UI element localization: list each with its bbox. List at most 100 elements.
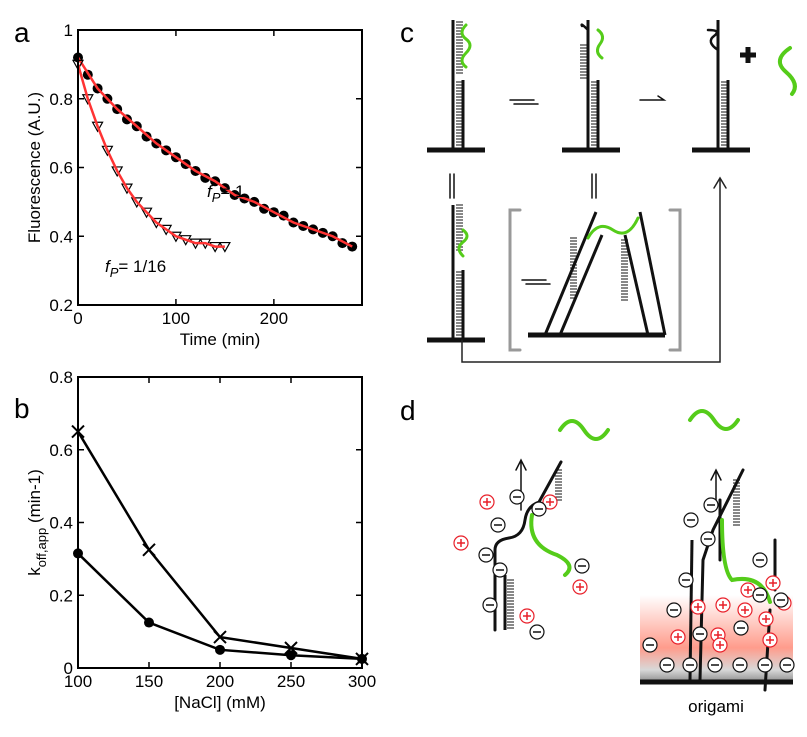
strand: [623, 234, 650, 336]
x-tick-label: 100: [64, 672, 92, 691]
origami-label: origami: [688, 697, 744, 716]
y-tick-label: 0.4: [49, 514, 73, 533]
charge-icon: [744, 586, 752, 594]
strand: [460, 23, 472, 69]
strand: [698, 559, 705, 681]
strand: [558, 419, 610, 441]
x-tick-label: 200: [206, 672, 234, 691]
strand: [713, 176, 727, 189]
strand: [591, 173, 597, 199]
x-axis-label: Time (min): [180, 330, 261, 349]
text-part: P: [212, 190, 221, 205]
charge-icon: [762, 615, 770, 623]
x-tick-label: 100: [162, 309, 190, 328]
marker: [140, 207, 153, 219]
marker: [111, 166, 124, 178]
charge-icon: [769, 579, 777, 587]
text-part: f: [207, 182, 214, 201]
panel-label: c: [400, 17, 414, 48]
charge-icon: [694, 603, 702, 611]
strand: [493, 460, 563, 632]
plot-area: [71, 424, 369, 666]
strand: [688, 539, 694, 681]
charge-icon: [716, 641, 724, 649]
strand: [580, 23, 590, 47]
x-tick-label: 250: [277, 672, 305, 691]
marker: [130, 197, 143, 209]
strand: [706, 28, 720, 82]
strand: [529, 513, 572, 577]
x-axis-label: [NaCl] (mM): [174, 693, 266, 712]
text-part: off,app: [34, 528, 49, 568]
strand: [457, 228, 469, 258]
marker: [120, 183, 133, 195]
strand: [688, 409, 740, 431]
text-part: k: [25, 567, 44, 576]
series-line: [76, 430, 363, 661]
series-line: [77, 552, 363, 661]
panel-label: b: [14, 393, 30, 424]
marker: [286, 650, 296, 661]
strand: [558, 234, 604, 336]
x-tick-label: 150: [135, 672, 163, 691]
strand: [710, 468, 722, 501]
charge-icon: [523, 612, 531, 620]
text-part: = 1: [220, 182, 244, 201]
charge-icon: [719, 601, 727, 609]
strand: [639, 95, 667, 101]
axes-box: [77, 376, 363, 669]
panel-label: a: [14, 17, 30, 48]
y-axis-label: Fluorescence (A.U.): [25, 92, 44, 243]
annotation: fP= 1: [207, 182, 245, 205]
marker: [101, 145, 114, 157]
plus-sign: [740, 47, 756, 63]
y-tick-label: 0.6: [49, 441, 73, 460]
strand: [638, 211, 667, 336]
charge-icon: [576, 583, 584, 591]
strand: [701, 468, 745, 562]
y-tick-label: 0.8: [49, 90, 73, 109]
strand: [521, 279, 551, 285]
marker: [142, 543, 156, 557]
schematic: [427, 20, 797, 692]
marker: [144, 617, 154, 628]
charge-icon: [714, 631, 722, 639]
strand: [586, 216, 640, 240]
annotation: fP= 1/16: [105, 257, 166, 280]
series-line: [76, 56, 353, 248]
y-tick-label: 0.6: [49, 159, 73, 178]
axes-box: [77, 29, 363, 306]
strand: [668, 208, 682, 352]
y-tick-label: 1: [64, 21, 73, 40]
strand: [461, 179, 721, 363]
strand: [595, 28, 605, 60]
text-part: f: [105, 257, 112, 276]
panel-label: d: [400, 395, 416, 426]
marker: [284, 641, 298, 655]
y-tick-label: 0.2: [49, 586, 73, 605]
y-axis-label: koff,app (min-1): [25, 469, 49, 576]
charge-icon: [674, 633, 682, 641]
series-line: [76, 64, 225, 248]
plot-area: [71, 52, 358, 253]
y-tick-label: 0: [64, 659, 73, 678]
charge-icon: [741, 606, 749, 614]
y-tick-label: 0.2: [49, 296, 73, 315]
charge-icon: [546, 498, 554, 506]
text-part: P: [110, 265, 119, 280]
y-tick-label: 0.8: [49, 368, 73, 387]
marker: [215, 644, 225, 655]
marker: [213, 630, 227, 644]
charge-icon: [483, 498, 491, 506]
y-tick-label: 0.4: [49, 227, 73, 246]
strand: [778, 46, 797, 96]
marker: [91, 121, 104, 133]
charge-icon: [766, 636, 774, 644]
strand: [508, 208, 522, 352]
text-part: (min-1): [25, 469, 44, 528]
charge-icon: [457, 539, 465, 547]
text-part: = 1/16: [118, 257, 166, 276]
strand: [449, 173, 455, 199]
x-tick-label: 0: [73, 309, 82, 328]
